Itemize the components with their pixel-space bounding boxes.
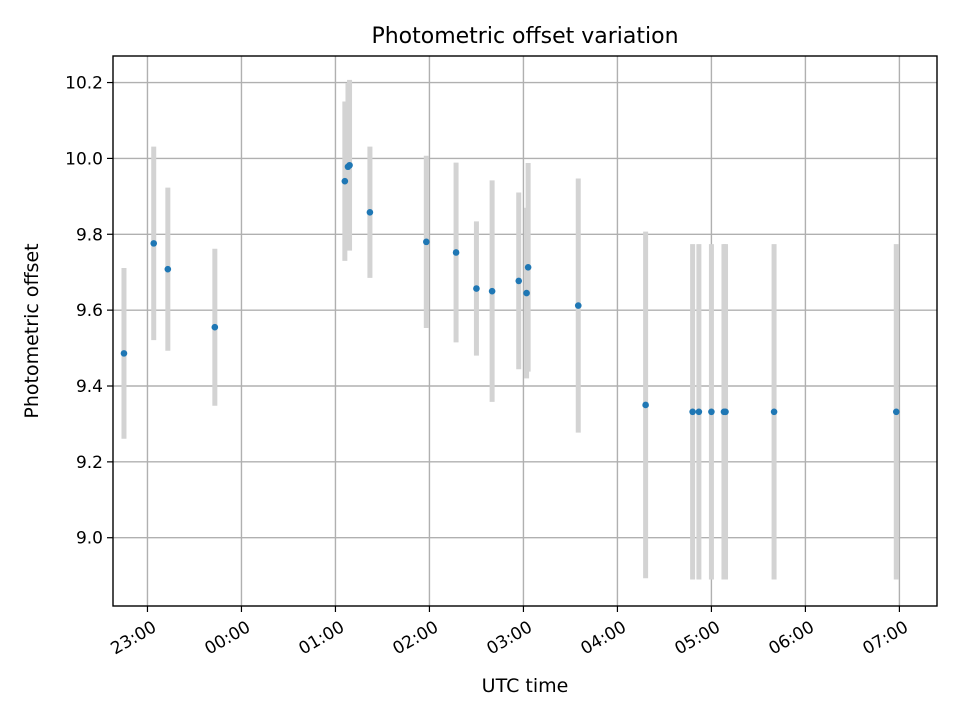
y-tick-label: 9.4 bbox=[76, 377, 103, 397]
y-tick-label: 9.2 bbox=[76, 453, 103, 473]
y-tick-label: 9.8 bbox=[76, 225, 103, 245]
data-point bbox=[770, 408, 778, 416]
x-axis-label: UTC time bbox=[482, 675, 569, 697]
y-axis-label: Photometric offset bbox=[21, 243, 43, 418]
data-point bbox=[346, 161, 353, 169]
y-tick-label: 10.2 bbox=[65, 74, 103, 94]
chart-title: Photometric offset variation bbox=[371, 24, 678, 49]
y-tick-label: 9.0 bbox=[76, 529, 103, 549]
y-axis-ticks: 9.0 9.2 9.4 9.6 9.8 10.0 10.2 bbox=[65, 74, 113, 549]
data-point bbox=[695, 408, 703, 416]
data-point bbox=[473, 285, 480, 292]
data-point bbox=[366, 208, 374, 216]
y-tick-label: 9.6 bbox=[76, 301, 103, 321]
data-point bbox=[708, 408, 715, 416]
data-point bbox=[488, 287, 496, 295]
plot-frame bbox=[112, 55, 938, 607]
data-point bbox=[892, 408, 900, 416]
data-point bbox=[642, 401, 649, 409]
data-point bbox=[150, 240, 158, 247]
data-point bbox=[523, 289, 530, 297]
data-point bbox=[524, 263, 532, 271]
data-point bbox=[452, 249, 460, 256]
data-point bbox=[164, 265, 172, 273]
data-point bbox=[423, 238, 430, 246]
data-point bbox=[341, 177, 349, 185]
data-point bbox=[211, 323, 219, 331]
data-point bbox=[120, 350, 128, 357]
data-point bbox=[722, 408, 729, 416]
data-point bbox=[515, 277, 523, 285]
data-point bbox=[689, 408, 696, 416]
y-tick-label: 10.0 bbox=[65, 149, 103, 169]
data-points bbox=[120, 161, 900, 416]
data-point bbox=[574, 302, 582, 309]
